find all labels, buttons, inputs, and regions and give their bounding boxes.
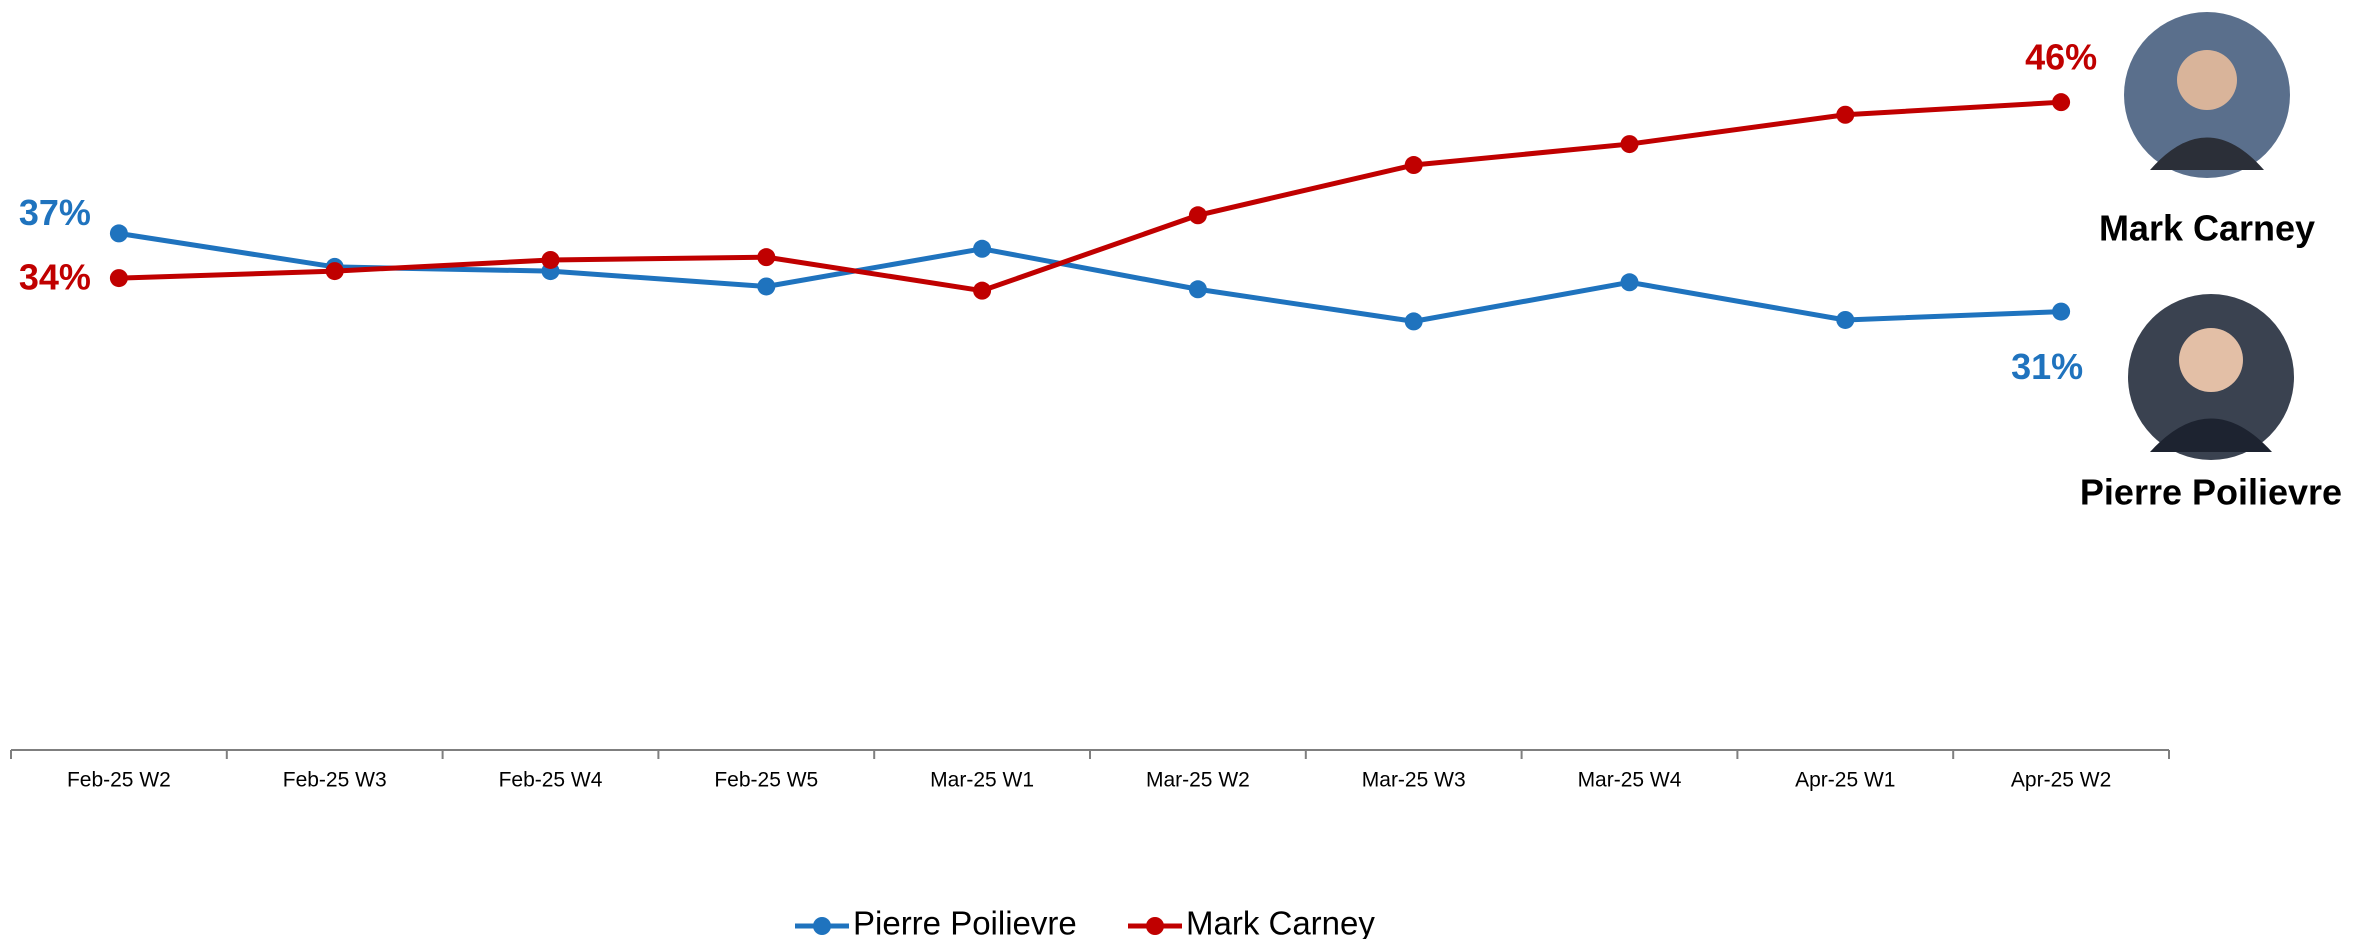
point <box>1404 156 1423 175</box>
x-tick-label: Apr-25 W2 <box>2011 769 2111 792</box>
legend-label: Mark Carney <box>1186 905 1375 939</box>
point <box>757 248 776 267</box>
x-tick-label: Feb-25 W5 <box>714 769 818 792</box>
legend-label: Pierre Poilievre <box>853 905 1077 939</box>
point <box>109 224 128 243</box>
point <box>757 277 776 296</box>
x-tick-label: Mar-25 W4 <box>1578 769 1682 792</box>
legend-marker <box>813 917 831 935</box>
x-tick-label: Apr-25 W1 <box>1795 769 1895 792</box>
x-tick-label: Mar-25 W3 <box>1362 769 1466 792</box>
x-tick-label: Feb-25 W3 <box>283 769 387 792</box>
x-tick-label: Mar-25 W1 <box>930 769 1034 792</box>
annotation: Mark Carney <box>2099 208 2315 249</box>
point <box>973 281 992 300</box>
photo-carney <box>2124 12 2290 178</box>
point <box>109 269 128 288</box>
point <box>1188 206 1207 225</box>
point <box>973 239 992 258</box>
x-tick-label: Feb-25 W2 <box>67 769 171 792</box>
point <box>1188 280 1207 299</box>
point <box>541 250 560 269</box>
line <box>118 230 2062 324</box>
annotation: Pierre Poilievre <box>2080 472 2342 513</box>
x-tick-label: Mar-25 W2 <box>1146 769 1250 792</box>
x-tick-label: Feb-25 W4 <box>499 769 603 792</box>
point <box>325 262 344 281</box>
point <box>1404 312 1423 331</box>
point <box>1620 273 1639 292</box>
point <box>1836 310 1855 329</box>
legend-marker <box>1146 917 1164 935</box>
line <box>118 99 2062 294</box>
value-label: 46% <box>2025 37 2097 78</box>
point <box>2052 302 2071 321</box>
value-label: 31% <box>2011 346 2083 387</box>
point <box>2052 93 2071 112</box>
value-label: 34% <box>19 257 91 298</box>
point <box>1836 105 1855 124</box>
photo-poilievre <box>2128 294 2294 460</box>
value-label: 37% <box>19 192 91 233</box>
point <box>1620 135 1639 154</box>
